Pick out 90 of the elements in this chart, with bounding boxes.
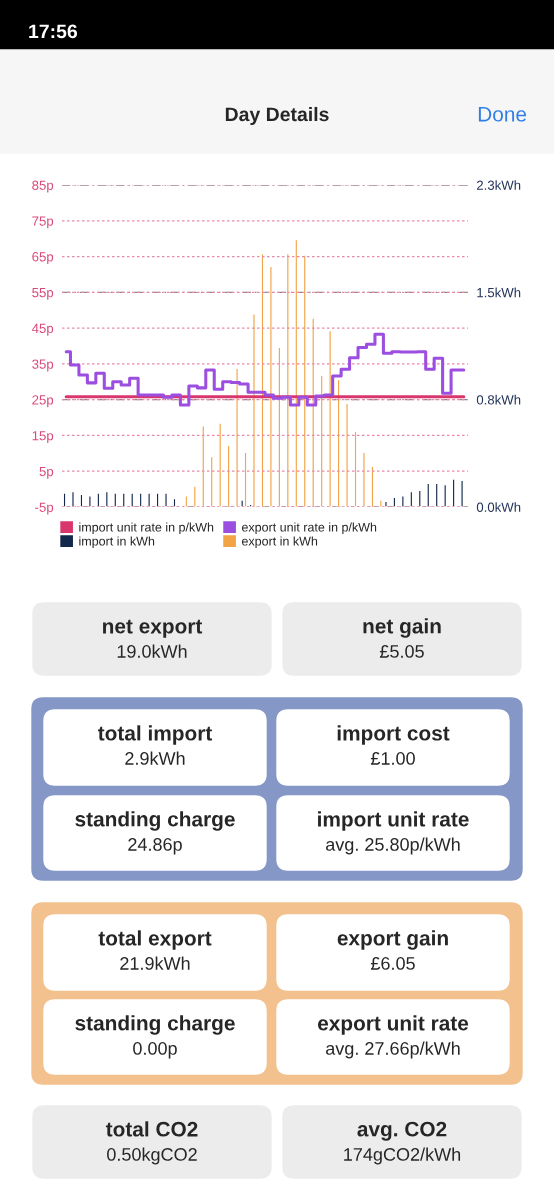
text: 174gCO2/kWh (344, 1147, 461, 1165)
legend-label: import unit rate in p/kWh (79, 522, 214, 535)
text: 17:56 (29, 24, 78, 39)
bar (147, 492, 152, 507)
bar (443, 483, 448, 507)
text: total export (98, 930, 212, 950)
bar (164, 492, 169, 507)
bar (451, 478, 456, 507)
bar (87, 495, 92, 507)
y-tick-label: 65p (32, 252, 54, 265)
legend-label: export in kWh (241, 536, 318, 549)
bar (460, 479, 465, 507)
bar (62, 492, 67, 507)
bar (201, 425, 206, 507)
y-tick-label: 35p (32, 359, 54, 372)
text: total import (97, 725, 213, 745)
bar (336, 378, 341, 507)
text: 2.9kWh (125, 751, 185, 765)
y-tick-label: 85p (32, 180, 54, 193)
bar (104, 490, 109, 507)
bar (96, 492, 101, 507)
y-tick-label: 75p (32, 216, 54, 229)
text: export unit rate (318, 1015, 469, 1035)
text: net export (103, 619, 203, 638)
text: total CO2 (105, 1121, 198, 1137)
bar (260, 252, 265, 507)
bar (311, 317, 316, 507)
bar (370, 465, 375, 507)
text: 19.0kWh (117, 644, 187, 658)
y2-tick-label: 1.5kWh (477, 287, 521, 298)
bar (113, 492, 118, 507)
text: export gain (337, 930, 448, 950)
y2-tick-label: 2.3kWh (477, 180, 521, 190)
bar (155, 492, 160, 507)
bar (130, 492, 135, 507)
bar (328, 329, 333, 507)
text: £1.00 (370, 752, 415, 765)
bar (409, 490, 414, 507)
bar (252, 313, 256, 507)
text: Done (478, 107, 527, 122)
text: 21.9kWh (120, 956, 190, 970)
bar (285, 252, 290, 507)
text: avg. 27.66p/kWh (326, 1041, 460, 1059)
bar (192, 485, 197, 507)
bar (226, 444, 231, 507)
y2-tick-label: 0.8kWh (476, 394, 521, 405)
text: 24.86p (128, 838, 182, 855)
text: 0.50kgCO2 (107, 1147, 197, 1165)
bar (345, 402, 350, 507)
y-tick-label: 55p (32, 288, 54, 300)
y-tick-label: 25p (32, 395, 54, 408)
bar (277, 346, 282, 507)
text: standing charge (75, 811, 235, 831)
bar (302, 254, 307, 507)
bar (392, 496, 397, 507)
text: £5.05 (379, 645, 424, 658)
y-tick-label: 5p (39, 466, 54, 479)
bar (434, 482, 439, 507)
bar (79, 493, 84, 507)
bar (361, 451, 366, 507)
y-tick-label: 15p (32, 431, 54, 443)
bar (417, 489, 422, 507)
chart-title: Day Details (225, 106, 329, 126)
bar (243, 451, 248, 507)
text: standing charge (75, 1015, 235, 1035)
bar (121, 492, 126, 507)
bar (400, 495, 405, 507)
bar (71, 490, 75, 507)
text: net gain (363, 618, 441, 638)
text: 0.00p (133, 1042, 177, 1059)
legend-label: import in kWh (79, 536, 155, 549)
text: avg. 25.80p/kWh (326, 837, 460, 855)
bar (426, 482, 431, 507)
y-tick-label: -5p (35, 502, 54, 515)
text: import cost (337, 725, 450, 745)
y2-tick-label: 0.0kWh (476, 502, 521, 512)
bar (294, 238, 299, 507)
legend-label: export unit rate in p/kWh (241, 522, 377, 535)
bar (209, 455, 214, 507)
bar (319, 374, 324, 507)
text: import unit rate (318, 811, 469, 831)
bar (383, 500, 388, 507)
bar (268, 265, 273, 507)
bar (138, 492, 143, 507)
bar (184, 495, 189, 507)
y-tick-label: 45p (31, 323, 54, 336)
bar (235, 367, 240, 507)
text: avg. CO2 (357, 1121, 447, 1141)
bar (218, 422, 223, 507)
text: £6.05 (370, 957, 415, 970)
